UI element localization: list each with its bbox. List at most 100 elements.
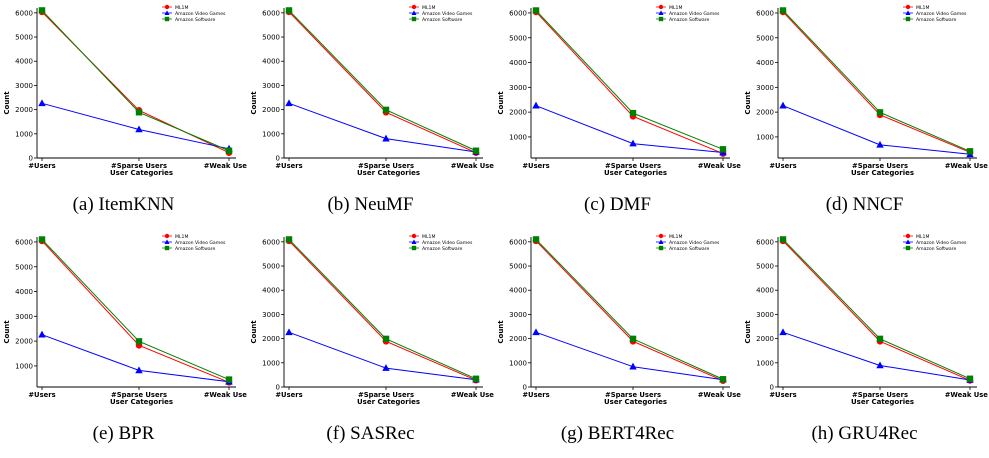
x-tick-label: #Sparse Users: [605, 162, 661, 170]
legend-marker: [658, 10, 664, 15]
y-tick-label: 6000: [509, 9, 527, 17]
legend-marker: [411, 239, 417, 244]
legend-label: Amazon Video Games: [916, 240, 967, 246]
data-point: [779, 328, 787, 336]
y-tick-label: 2000: [262, 335, 280, 343]
y-tick-label: 4000: [756, 59, 774, 67]
data-point: [135, 366, 143, 374]
data-point: [779, 236, 787, 243]
data-point: [285, 7, 293, 14]
chart-panel: 0 1000 2000 3000 4000 5000 6000 #Users #Sparse U…: [741, 229, 988, 458]
legend-marker: [164, 4, 170, 10]
series-line-ml1m: [41, 240, 230, 383]
data-point: [38, 99, 46, 107]
legend-label: Amazon Software: [669, 17, 709, 23]
legend-marker: [164, 10, 170, 15]
y-tick-label: 4000: [262, 287, 280, 295]
series-line-ml1m: [288, 240, 477, 381]
x-tick-label: #Weak Users: [451, 162, 494, 170]
data-point: [472, 147, 480, 154]
chart-caption: (c) DMF: [583, 194, 652, 215]
y-tick-label: 1000: [15, 362, 33, 370]
legend-label: Amazon Software: [916, 17, 956, 23]
y-tick-label: 5000: [756, 263, 774, 271]
y-tick-label: 5000: [509, 263, 527, 271]
series-line-amazon-video-games: [535, 331, 724, 381]
chart-caption: (d) NNCF: [825, 194, 904, 215]
legend-marker: [905, 239, 911, 244]
legend-marker: [164, 233, 170, 239]
x-tick-label: #Weak Users: [451, 391, 494, 399]
series-line-amazon-software: [288, 239, 477, 380]
chart-panel: 1000 2000 3000 4000 5000 6000 #Users #Sparse Us…: [0, 229, 247, 458]
y-tick-label: 4000: [509, 59, 527, 67]
legend-marker: [658, 233, 664, 239]
x-tick-label: #Users: [275, 391, 302, 399]
y-tick-label: 2000: [756, 109, 774, 117]
legend-label: Amazon Software: [669, 246, 709, 252]
y-tick-label: 1000: [262, 130, 280, 138]
legend-label: Amazon Software: [422, 246, 462, 252]
legend-marker: [905, 4, 911, 10]
chart-panel: 0 1000 2000 3000 4000 5000 6000 #Users #Sparse U…: [494, 229, 741, 458]
data-point: [382, 335, 390, 343]
legend-marker: [164, 245, 170, 251]
y-tick-label: 1000: [509, 133, 527, 141]
x-tick-label: #Sparse Users: [605, 391, 661, 399]
y-tick-label: 5000: [262, 263, 280, 271]
chart-caption: (e) BPR: [92, 423, 155, 444]
legend-label: Amazon Software: [422, 17, 462, 23]
chart-caption: (g) BERT4Rec: [560, 423, 675, 444]
data-point: [472, 375, 480, 382]
y-tick-label: 2000: [509, 335, 527, 343]
series-line-amazon-software: [535, 10, 724, 150]
y-tick-label: 1000: [756, 133, 774, 141]
data-point: [876, 335, 884, 343]
legend-marker: [164, 16, 170, 22]
y-tick-label: 5000: [15, 34, 33, 42]
line-chart: 0 1000 2000 3000 4000 5000 6000 #Users #Sparse U…: [250, 233, 494, 406]
y-tick-label: 3000: [15, 313, 33, 321]
data-point: [532, 236, 540, 243]
data-point: [285, 99, 293, 107]
y-tick-label: 0: [276, 384, 280, 392]
x-tick-label: #Weak Users: [945, 391, 988, 399]
x-tick-label: #Users: [769, 162, 796, 170]
legend-marker: [658, 245, 664, 251]
series-line-amazon-software: [782, 239, 971, 380]
y-tick-label: 5000: [262, 34, 280, 42]
x-tick-label: #Weak Users: [698, 162, 741, 170]
x-tick-label: #Sparse Users: [111, 162, 167, 170]
data-point: [38, 330, 46, 338]
series-line-amazon-software: [288, 10, 477, 152]
legend-label: Amazon Software: [175, 17, 215, 23]
data-point: [966, 375, 974, 382]
y-tick-label: 2000: [15, 106, 33, 114]
legend-marker: [905, 245, 911, 251]
y-tick-label: 0: [276, 155, 280, 163]
y-tick-label: 4000: [509, 287, 527, 295]
data-point: [532, 101, 540, 109]
data-point: [876, 361, 884, 369]
data-point: [532, 328, 540, 336]
x-axis-label: User Categories: [110, 169, 173, 177]
data-point: [629, 139, 637, 147]
series-line-amazon-video-games: [782, 105, 971, 155]
data-point: [38, 236, 46, 243]
data-point: [629, 362, 637, 370]
line-chart: 1000 2000 3000 4000 5000 6000 #Users #Sparse Us…: [744, 4, 988, 177]
y-axis-label: Count: [250, 91, 258, 115]
x-tick-label: #Sparse Users: [852, 391, 908, 399]
y-tick-label: 4000: [262, 58, 280, 66]
series-line-amazon-software: [41, 239, 230, 381]
y-axis-label: Count: [3, 91, 11, 115]
series-line-ml1m: [535, 11, 724, 154]
y-axis-label: Count: [744, 91, 752, 115]
legend-marker: [905, 10, 911, 15]
legend-label: ML1M: [422, 5, 435, 11]
legend-label: ML1M: [175, 5, 188, 11]
data-point: [382, 134, 390, 142]
x-axis-label: User Categories: [357, 398, 420, 406]
data-point: [285, 328, 293, 336]
